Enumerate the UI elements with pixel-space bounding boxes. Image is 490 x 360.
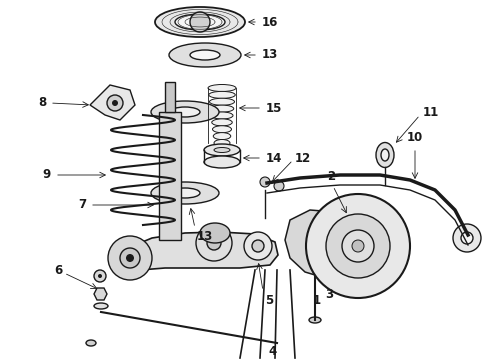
Circle shape — [274, 181, 284, 191]
Ellipse shape — [210, 98, 235, 105]
Circle shape — [190, 12, 210, 32]
Ellipse shape — [309, 317, 321, 323]
Text: 5: 5 — [265, 294, 273, 307]
Text: 8: 8 — [38, 96, 46, 109]
Text: 16: 16 — [262, 15, 278, 28]
Circle shape — [98, 274, 102, 278]
Text: 13: 13 — [262, 49, 278, 62]
Ellipse shape — [211, 112, 233, 119]
Bar — [155, 240, 185, 262]
Circle shape — [244, 232, 272, 260]
Ellipse shape — [204, 144, 240, 156]
Polygon shape — [340, 210, 400, 238]
Text: 13: 13 — [197, 230, 213, 243]
Ellipse shape — [155, 257, 185, 267]
Ellipse shape — [175, 14, 225, 30]
Ellipse shape — [381, 149, 389, 161]
Ellipse shape — [213, 126, 231, 133]
Ellipse shape — [210, 105, 234, 112]
Ellipse shape — [170, 188, 200, 198]
Text: 6: 6 — [54, 265, 62, 278]
Circle shape — [94, 270, 106, 282]
Ellipse shape — [190, 50, 220, 60]
Polygon shape — [94, 288, 107, 300]
Ellipse shape — [155, 7, 245, 37]
Ellipse shape — [214, 148, 230, 153]
Bar — [159, 112, 181, 240]
Ellipse shape — [86, 340, 96, 346]
Text: 9: 9 — [43, 168, 51, 181]
Circle shape — [196, 225, 232, 261]
Ellipse shape — [94, 303, 108, 309]
Ellipse shape — [170, 107, 200, 117]
Polygon shape — [90, 85, 135, 120]
Ellipse shape — [213, 132, 231, 140]
Ellipse shape — [200, 223, 230, 243]
Circle shape — [107, 95, 123, 111]
Text: 11: 11 — [423, 105, 439, 118]
Text: 14: 14 — [266, 152, 282, 165]
Circle shape — [326, 214, 390, 278]
Text: 2: 2 — [327, 170, 335, 183]
Circle shape — [252, 240, 264, 252]
Ellipse shape — [209, 91, 235, 98]
Text: 15: 15 — [266, 102, 282, 114]
Ellipse shape — [151, 101, 219, 123]
Text: 12: 12 — [295, 152, 311, 165]
Ellipse shape — [151, 182, 219, 204]
Ellipse shape — [208, 85, 236, 91]
Circle shape — [260, 177, 270, 187]
Circle shape — [306, 194, 410, 298]
Text: 7: 7 — [78, 198, 86, 211]
Circle shape — [461, 232, 473, 244]
Circle shape — [126, 254, 134, 262]
Ellipse shape — [214, 139, 230, 147]
Circle shape — [108, 236, 152, 280]
Text: 3: 3 — [325, 288, 333, 302]
Polygon shape — [285, 210, 360, 278]
Circle shape — [120, 248, 140, 268]
Bar — [165, 82, 175, 112]
Circle shape — [112, 100, 118, 106]
Ellipse shape — [169, 43, 241, 67]
Text: 4: 4 — [269, 345, 277, 358]
Text: 1: 1 — [313, 293, 321, 306]
Text: 10: 10 — [407, 131, 423, 144]
Circle shape — [352, 240, 364, 252]
Circle shape — [207, 236, 221, 250]
Ellipse shape — [204, 156, 240, 168]
Circle shape — [453, 224, 481, 252]
Ellipse shape — [212, 119, 232, 126]
Ellipse shape — [376, 143, 394, 167]
Circle shape — [342, 230, 374, 262]
Polygon shape — [112, 232, 278, 272]
